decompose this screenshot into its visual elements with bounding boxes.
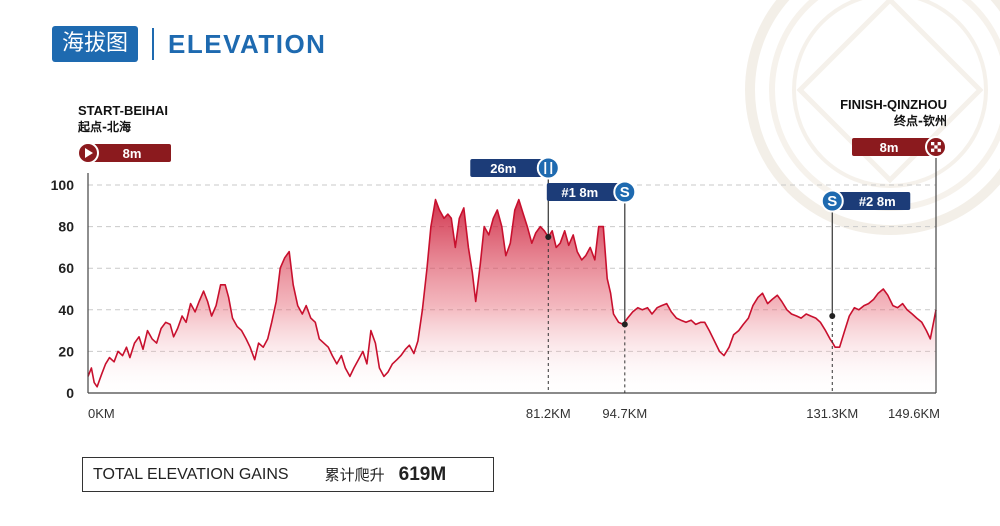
- y-tick-label: 0: [66, 385, 74, 401]
- y-tick-label: 40: [58, 302, 74, 318]
- sprint-s-icon: [613, 180, 637, 204]
- total-elevation-box: TOTAL ELEVATION GAINS 累计爬升 619M: [82, 457, 494, 492]
- start-label-cn: 起点-北海: [77, 119, 131, 134]
- y-tick-label: 20: [58, 343, 74, 359]
- marker-label: 26m: [490, 161, 516, 176]
- marker-tag: [470, 159, 549, 177]
- x-tick-label: 0KM: [88, 406, 115, 421]
- marker-label: #1 8m: [561, 185, 598, 200]
- play-start-icon: [85, 148, 93, 158]
- marker-3: #2 8m S: [820, 189, 911, 393]
- svg-text:S: S: [827, 193, 837, 210]
- marker-2: #1 8m S: [546, 180, 637, 393]
- svg-text:S: S: [620, 184, 630, 201]
- marker-point: [545, 234, 552, 240]
- start-elevation-tag: 8m: [77, 142, 171, 164]
- y-tick-label: 60: [58, 260, 74, 276]
- header-divider: [152, 28, 155, 60]
- header-title: ELEVATION: [168, 28, 327, 59]
- marker-point: [621, 321, 628, 328]
- finish-label-cn: 终点-钦州: [894, 113, 947, 128]
- header: 海拔图 ELEVATION: [52, 25, 326, 63]
- y-tick-label: 80: [58, 219, 74, 235]
- x-tick-label: 81.2KM: [526, 406, 571, 421]
- marker-tag: [546, 183, 625, 201]
- marker-1: 26m: [470, 156, 560, 393]
- total-value: 619M: [398, 463, 447, 485]
- x-tick-label: 149.6KM: [888, 406, 940, 421]
- x-tick-label: 131.3KM: [806, 406, 858, 421]
- finish-elevation-tag: 8m: [852, 136, 947, 158]
- elevation-area: [88, 199, 936, 393]
- feed-zone-icon: [536, 156, 560, 180]
- marker-point: [829, 313, 836, 320]
- start-elevation: 8m: [123, 146, 142, 161]
- total-label-en: TOTAL ELEVATION GAINS: [93, 465, 289, 483]
- elevation-line: [87, 198, 937, 388]
- sprint-s-icon: [820, 189, 844, 213]
- total-label-cn: 累计爬升: [324, 466, 385, 484]
- start-label-en: START-BEIHAI: [78, 103, 168, 118]
- marker-label: #2 8m: [859, 194, 896, 209]
- finish-elevation: 8m: [880, 140, 899, 155]
- finish-label-en: FINISH-QINZHOU: [840, 97, 947, 112]
- header-badge: 海拔图: [52, 26, 139, 62]
- x-tick-label: 94.7KM: [602, 406, 647, 421]
- marker-tag: [832, 192, 911, 210]
- checkered-flag-icon: [931, 142, 941, 152]
- y-tick-label: 100: [51, 177, 75, 193]
